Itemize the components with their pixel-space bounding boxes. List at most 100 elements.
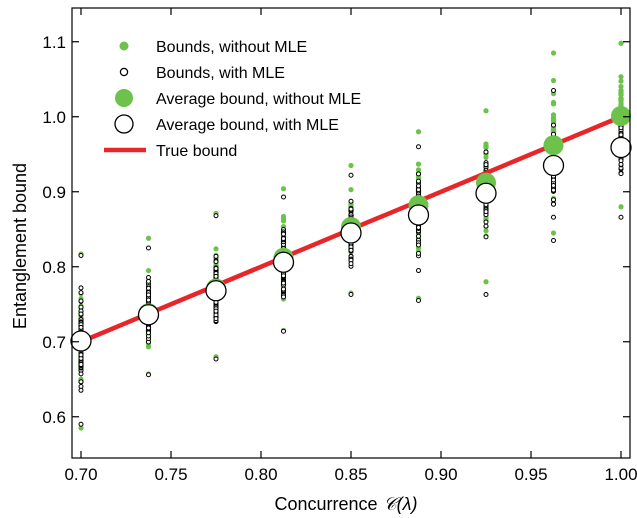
bound-with-mle-point — [213, 213, 219, 219]
bound-with-mle-point — [146, 372, 151, 378]
bound-with-mle-point — [78, 362, 84, 368]
bound-without-mle-point — [78, 425, 84, 431]
bound-without-mle-point — [348, 162, 354, 169]
bound-without-mle-point — [145, 267, 152, 274]
bound-with-mle-point — [551, 238, 556, 243]
bound-without-mle-point — [618, 83, 624, 90]
bound-with-mle-point — [348, 198, 354, 204]
bound-with-mle-point — [78, 311, 84, 317]
bound-without-mle-point — [618, 204, 624, 210]
bound-without-mle-point — [348, 187, 354, 193]
average-bound-with-mle-point — [205, 280, 227, 302]
legend-marker-large-green — [115, 89, 133, 107]
bound-with-mle-point — [483, 219, 489, 225]
legend-marker-small-open — [119, 67, 129, 77]
average-bound-with-mle-point — [340, 222, 362, 244]
bound-without-mle-point — [550, 101, 557, 107]
bound-with-mle-point — [78, 324, 84, 330]
x-axis-label-text: Concurrence — [274, 494, 377, 514]
bound-with-mle-point — [213, 356, 219, 362]
bound-with-mle-point — [281, 294, 286, 300]
bound-with-mle-point — [551, 201, 556, 207]
y-tick-label: 1.0 — [42, 108, 66, 127]
bound-with-mle-point — [213, 316, 219, 322]
bound-without-mle-point — [280, 218, 287, 224]
x-tick-label: 0.95 — [514, 465, 547, 484]
bound-with-mle-point — [213, 266, 219, 272]
y-tick-label: 0.8 — [42, 258, 66, 277]
x-tick-label: 0.90 — [424, 465, 457, 484]
average-bound-with-mle-point — [137, 304, 160, 326]
y-tick-label: 1.1 — [42, 33, 66, 52]
average-bound-without-mle-point — [543, 135, 564, 156]
bound-with-mle-point — [78, 387, 84, 393]
bound-with-mle-point — [416, 268, 421, 274]
bound-with-mle-point — [618, 214, 624, 220]
bound-with-mle-point — [416, 224, 421, 230]
bound-without-mle-point — [618, 74, 624, 80]
bound-with-mle-point — [213, 259, 219, 265]
x-tick-label: 1.00 — [604, 465, 637, 484]
bound-with-mle-point — [348, 206, 354, 212]
bound-with-mle-point — [281, 231, 286, 237]
bound-with-mle-point — [78, 352, 84, 358]
legend-marker-large-open — [114, 114, 134, 134]
bound-with-mle-point — [78, 304, 84, 310]
bound-with-mle-point — [78, 253, 84, 258]
data-points-layer — [70, 40, 632, 431]
bound-with-mle-point — [281, 273, 286, 279]
bound-without-mle-point — [483, 154, 489, 161]
bound-with-mle-point — [416, 144, 421, 150]
bound-with-mle-point — [416, 183, 421, 189]
bound-with-mle-point — [348, 292, 354, 297]
bound-with-mle-point — [618, 132, 624, 138]
bound-without-mle-point — [415, 167, 422, 173]
x-tick-label: 0.85 — [334, 465, 367, 484]
bound-with-mle-point — [78, 379, 84, 385]
bound-without-mle-point — [550, 230, 557, 236]
bound-with-mle-point — [281, 194, 286, 200]
x-axis-label: Concurrence 𝒞(λ) — [274, 494, 417, 514]
bound-with-mle-point — [551, 197, 556, 203]
bounds-with-mle-group — [78, 88, 624, 427]
bound-without-mle-point — [550, 112, 557, 118]
bound-without-mle-point — [483, 108, 489, 114]
bound-without-mle-point — [483, 143, 489, 149]
legend-label: Average bound, without MLE — [156, 91, 361, 108]
bound-with-mle-point — [281, 286, 286, 292]
bound-with-mle-point — [416, 178, 421, 184]
axis-ticks-layer: 0.70 0.75 0.80 0.85 0.90 0.95 1.00 0.6 0.7 0.8 0.9… — [42, 8, 637, 484]
bound-with-mle-point — [281, 236, 286, 242]
average-bound-with-mle-point — [272, 251, 295, 273]
y-tick-label: 0.7 — [42, 333, 66, 352]
bound-with-mle-point — [146, 275, 151, 281]
bound-with-mle-point — [281, 328, 286, 334]
bound-without-mle-point — [550, 77, 557, 84]
bound-with-mle-point — [281, 280, 286, 286]
bound-without-mle-point — [145, 342, 152, 349]
legend-marker-small-green — [119, 41, 129, 51]
bound-with-mle-point — [551, 183, 556, 189]
legend: Bounds, without MLE Bounds, with MLE Avera… — [104, 39, 361, 160]
bound-with-mle-point — [78, 421, 84, 427]
bound-with-mle-point — [551, 88, 556, 93]
bound-without-mle-point — [213, 246, 219, 252]
average-bound-with-mle-point — [407, 204, 430, 226]
legend-label: Average bound, with MLE — [156, 117, 339, 134]
bound-with-mle-point — [348, 172, 354, 178]
bound-with-mle-point — [146, 325, 151, 331]
x-tick-label: 0.70 — [64, 465, 97, 484]
y-tick-label: 0.9 — [42, 183, 66, 202]
bound-with-mle-point — [416, 171, 421, 177]
bound-with-mle-point — [416, 298, 421, 303]
bound-without-mle-point — [415, 129, 422, 135]
bound-with-mle-point — [146, 292, 151, 298]
bound-with-mle-point — [483, 223, 489, 229]
average-bound-with-mle-point — [542, 154, 565, 177]
bound-with-mle-point — [483, 292, 489, 297]
average-bound-without-mle-point — [611, 106, 631, 126]
bound-without-mle-point — [550, 118, 557, 124]
bound-without-mle-point — [280, 213, 287, 220]
bound-with-mle-point — [213, 253, 219, 259]
average-bound-with-mle-point — [70, 330, 92, 352]
